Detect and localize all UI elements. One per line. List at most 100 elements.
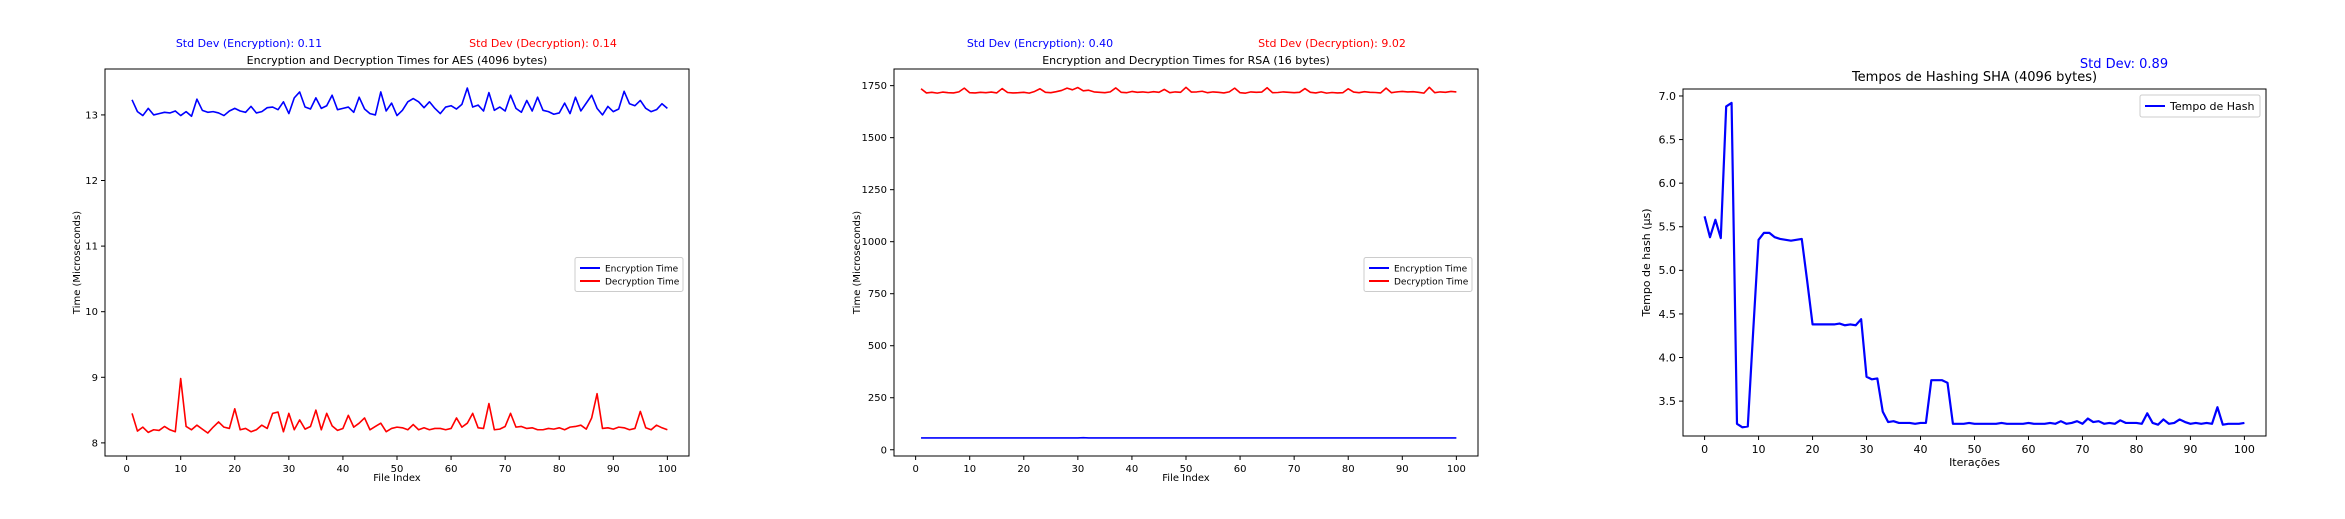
data-point	[1045, 92, 1047, 94]
data-point	[1104, 437, 1106, 439]
data-point	[1293, 92, 1295, 94]
data-point	[293, 429, 295, 431]
data-point	[1126, 92, 1128, 94]
data-point	[218, 421, 220, 423]
data-point	[196, 98, 198, 100]
x-tick-label: 20	[1806, 443, 1820, 456]
legend-box	[1363, 257, 1473, 292]
data-point	[667, 429, 669, 431]
data-point	[618, 426, 620, 428]
data-point	[1283, 437, 1285, 439]
data-point	[1364, 91, 1366, 93]
data-point	[1272, 92, 1274, 94]
data-point	[667, 108, 669, 110]
x-tick-label: 70	[499, 464, 512, 475]
data-point	[515, 108, 517, 110]
data-point	[1364, 437, 1366, 439]
data-point	[396, 426, 398, 428]
legend-label: Decryption Time	[605, 278, 680, 288]
data-point	[223, 115, 225, 117]
data-point	[1255, 437, 1257, 439]
data-point	[958, 91, 960, 93]
y-tick-label: 8	[92, 438, 98, 449]
data-point	[2071, 422, 2073, 424]
x-tick-label: 20	[1017, 464, 1030, 475]
data-point	[1774, 236, 1776, 238]
data-point	[337, 430, 339, 432]
data-point	[1201, 90, 1203, 92]
y-tick-label: 3.5	[1659, 395, 1677, 408]
data-point	[207, 111, 209, 113]
data-point	[1412, 437, 1414, 439]
data-point	[1147, 437, 1149, 439]
data-point	[569, 113, 571, 115]
data-point	[2044, 423, 2046, 425]
data-point	[1283, 91, 1285, 93]
data-point	[1353, 91, 1355, 93]
data-point	[461, 104, 463, 106]
data-point	[1715, 219, 1717, 221]
x-tick-label: 100	[2234, 443, 2255, 456]
data-point	[991, 91, 993, 93]
data-point	[553, 113, 555, 115]
data-point	[1347, 88, 1349, 90]
data-point	[1391, 92, 1393, 94]
data-point	[661, 427, 663, 429]
data-point	[385, 110, 387, 112]
data-point	[645, 427, 647, 429]
data-point	[1704, 215, 1706, 217]
data-point	[369, 113, 371, 115]
data-point	[1310, 437, 1312, 439]
x-tick-label: 30	[1071, 464, 1084, 475]
data-point	[239, 429, 241, 431]
legend-label: Decryption Time	[1394, 278, 1469, 288]
data-point	[1055, 91, 1057, 93]
data-point	[180, 378, 182, 380]
data-point	[1326, 437, 1328, 439]
data-point	[980, 92, 982, 94]
data-point	[1337, 92, 1339, 94]
data-point	[266, 107, 268, 109]
x-tick-label: 80	[2129, 443, 2143, 456]
data-point	[191, 115, 193, 117]
data-point	[1266, 437, 1268, 439]
data-point	[1012, 92, 1014, 94]
data-point	[2136, 422, 2138, 424]
data-point	[1077, 87, 1079, 89]
data-point	[542, 429, 544, 431]
std-dev-annotation: Std Dev (Decryption): 0.14	[469, 37, 617, 50]
y-tick-label: 5.5	[1659, 221, 1677, 234]
data-point	[369, 429, 371, 431]
data-point	[1931, 379, 1933, 381]
x-tick-label: 50	[1180, 464, 1193, 475]
x-tick-label: 10	[963, 464, 976, 475]
data-point	[575, 426, 577, 428]
data-point	[380, 91, 382, 93]
y-axis-label: Time (Microseconds)	[852, 211, 863, 315]
data-point	[1055, 437, 1057, 439]
data-point	[191, 429, 193, 431]
data-point	[2017, 423, 2019, 425]
data-point	[1174, 91, 1176, 93]
data-point	[1207, 437, 1209, 439]
data-point	[2087, 418, 2089, 420]
data-point	[602, 114, 604, 116]
data-point	[456, 417, 458, 419]
legend: Encryption Time Decryption Time	[574, 257, 684, 292]
data-point	[1801, 238, 1803, 240]
data-point	[299, 419, 301, 421]
data-point	[483, 428, 485, 430]
y-tick-label: 4.5	[1659, 308, 1677, 321]
data-point	[2049, 422, 2051, 424]
y-tick-label: 10	[85, 307, 98, 318]
data-point	[1261, 437, 1263, 439]
series-line-2	[131, 377, 668, 434]
data-point	[375, 114, 377, 116]
data-point	[299, 91, 301, 93]
data-point	[1299, 437, 1301, 439]
data-point	[2103, 423, 2105, 425]
data-point	[1407, 91, 1409, 93]
data-point	[304, 106, 306, 108]
data-point	[996, 92, 998, 94]
data-point	[456, 108, 458, 110]
